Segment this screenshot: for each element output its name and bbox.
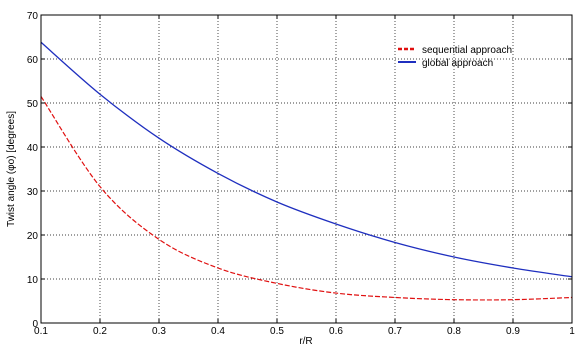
plot-area xyxy=(41,15,572,323)
grid-lines xyxy=(41,15,572,323)
series-layer xyxy=(40,41,573,301)
x-tick-label: 0.1 xyxy=(34,326,48,337)
plot-frame xyxy=(40,14,573,324)
y-tick-label: 10 xyxy=(27,275,39,286)
series-line-2 xyxy=(40,41,573,278)
axis-ticks: 0.1 0.2 0.3 0.4 0.5 0.6 0.7 0.8 0.9 1010203040506… xyxy=(27,11,575,337)
legend-label-1: sequential approach xyxy=(422,45,512,56)
x-tick-label: 0.2 xyxy=(93,326,107,337)
y-tick-label: 0 xyxy=(32,319,38,330)
x-tick-label: 0.9 xyxy=(506,326,520,337)
y-tick-label: 30 xyxy=(27,187,39,198)
y-tick-label: 70 xyxy=(27,11,39,22)
series-line-1 xyxy=(40,96,573,301)
x-axis-label: r/R xyxy=(299,336,312,345)
x-tick-label: 0.3 xyxy=(152,326,166,337)
y-tick-label: 20 xyxy=(27,231,39,242)
x-tick-label: 0.5 xyxy=(270,326,284,337)
x-tick-label: 0.8 xyxy=(447,326,461,337)
x-tick-label: 0.6 xyxy=(329,326,343,337)
legend-label-2: global approach xyxy=(422,58,493,69)
y-tick-label: 60 xyxy=(27,55,39,66)
y-axis-label: Twist angle (φo) [degrees] xyxy=(6,111,17,227)
x-tick-label: 0.7 xyxy=(388,326,402,337)
y-tick-label: 50 xyxy=(27,99,39,110)
legend: sequential approach global approach xyxy=(398,45,512,69)
x-tick-label: 1 xyxy=(569,326,575,337)
x-tick-label: 0.4 xyxy=(211,326,225,337)
y-tick-label: 40 xyxy=(27,143,39,154)
